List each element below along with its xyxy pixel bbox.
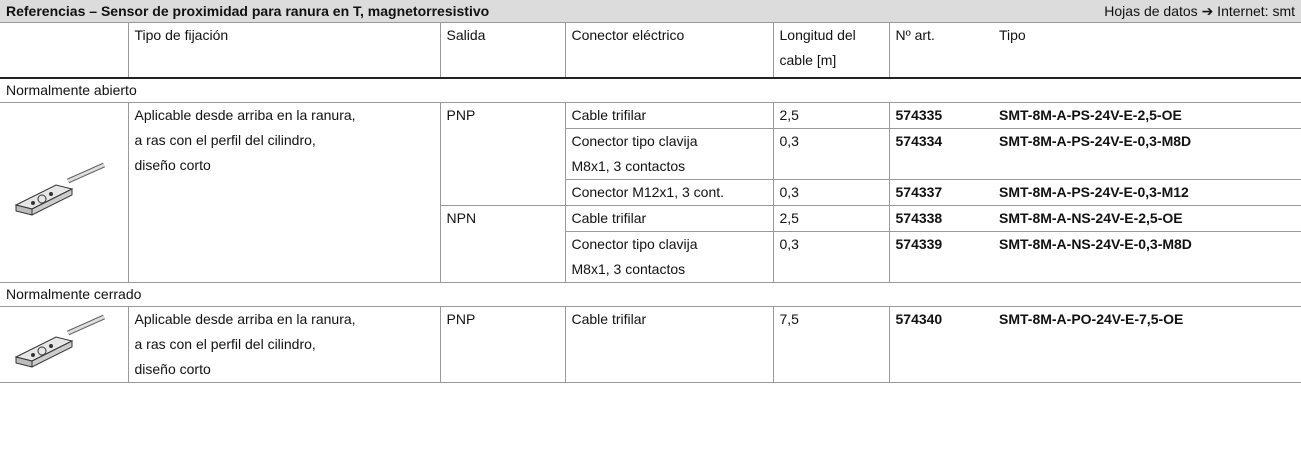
- title-row: Referencias – Sensor de proximidad para …: [0, 0, 1301, 23]
- mounting: Aplicable desde arriba en la ranura, a ra…: [127, 306, 441, 383]
- column-header: Tipo de fijación: [127, 22, 441, 79]
- cable-length: 0,3: [772, 128, 890, 180]
- type-code: SMT-8M-A-PS-24V-E-0,3-M12: [993, 179, 1301, 206]
- type-code: SMT-8M-A-PO-24V-E-7,5-OE: [993, 306, 1301, 383]
- text-line: cable [m]: [779, 52, 837, 68]
- header-row: Tipo de fijación Salida Conector eléctrico…: [0, 22, 1301, 79]
- cable-length: 0,3: [772, 179, 890, 206]
- data-row: Aplicable desde arriba en la ranura, a ra…: [0, 102, 1301, 283]
- output: PNP: [439, 306, 566, 383]
- output: NPN: [439, 205, 566, 283]
- text-line: a ras con el perfil del cilindro,: [134, 132, 316, 148]
- section-row: Normalmente abierto: [0, 77, 1301, 103]
- column-header: Tipo: [993, 22, 1301, 79]
- text-line: M8x1, 3 contactos: [571, 261, 686, 277]
- cable-length: 2,5: [772, 102, 890, 129]
- type-code: SMT-8M-A-PS-24V-E-0,3-M8D: [993, 128, 1301, 180]
- icon-cell: [0, 306, 129, 383]
- type-code: SMT-8M-A-NS-24V-E-2,5-OE: [993, 205, 1301, 232]
- text-line: Aplicable desde arriba en la ranura,: [134, 107, 356, 123]
- text-line: diseño corto: [134, 157, 211, 173]
- mounting: Aplicable desde arriba en la ranura, a ra…: [127, 102, 441, 283]
- connector: Conector tipo clavija M8x1, 3 contactos: [564, 128, 774, 180]
- icon-cell: [0, 102, 129, 283]
- column-header: Salida: [439, 22, 566, 79]
- output: PNP: [439, 102, 566, 206]
- section-row: Normalmente cerrado: [0, 282, 1301, 307]
- text-line: diseño corto: [134, 361, 211, 377]
- part-number: 574339: [888, 231, 993, 283]
- reference-table: Referencias – Sensor de proximidad para …: [0, 0, 1301, 383]
- text-line: Aplicable desde arriba en la ranura,: [134, 311, 356, 327]
- part-number: 574334: [888, 128, 993, 180]
- datasheet-link: Hojas de datos ➔ Internet: smt: [1104, 3, 1295, 19]
- part-number: 574335: [888, 102, 993, 129]
- part-number: 574340: [888, 306, 993, 383]
- cable-length: 7,5: [772, 306, 890, 383]
- cable-length: 0,3: [772, 231, 890, 283]
- cable-length: 2,5: [772, 205, 890, 232]
- data-row: Conector M12x1, 3 cont. 0,3 574337 SMT-8M-A…: [0, 179, 1301, 206]
- column-header: Longitud del cable [m]: [772, 22, 890, 79]
- part-number: 574338: [888, 205, 993, 232]
- data-row: Conector tipo clavija M8x1, 3 contactos 0,…: [0, 128, 1301, 180]
- text-line: Conector tipo clavija: [571, 236, 698, 252]
- text-line: Longitud del: [779, 27, 856, 43]
- section-label: Normalmente cerrado: [0, 282, 1301, 307]
- sensor-icon: [14, 162, 106, 216]
- text-line: a ras con el perfil del cilindro,: [134, 336, 316, 352]
- text-line: Conector tipo clavija: [571, 133, 698, 149]
- header-cell: [0, 22, 129, 79]
- data-row: Conector tipo clavija M8x1, 3 contactos 0,…: [0, 231, 1301, 283]
- text-line: M8x1, 3 contactos: [571, 158, 686, 174]
- connector: Cable trifilar: [564, 306, 774, 383]
- connector: Conector tipo clavija M8x1, 3 contactos: [564, 231, 774, 283]
- type-code: SMT-8M-A-PS-24V-E-2,5-OE: [993, 102, 1301, 129]
- title-cell: Referencias – Sensor de proximidad para …: [0, 0, 1301, 23]
- column-header: Nº art.: [888, 22, 993, 79]
- part-number: 574337: [888, 179, 993, 206]
- data-row: Aplicable desde arriba en la ranura, a ra…: [0, 306, 1301, 383]
- data-row: NPN Cable trifilar 2,5 574338 SMT-8M-A-NS-24…: [0, 205, 1301, 283]
- column-header: Conector eléctrico: [564, 22, 774, 79]
- title: Referencias – Sensor de proximidad para …: [6, 3, 490, 19]
- sensor-icon: [14, 314, 106, 368]
- type-code: SMT-8M-A-NS-24V-E-0,3-M8D: [993, 231, 1301, 283]
- connector: Conector M12x1, 3 cont.: [564, 179, 774, 206]
- connector: Cable trifilar: [564, 102, 774, 129]
- section-label: Normalmente abierto: [0, 77, 1301, 103]
- connector: Cable trifilar: [564, 205, 774, 232]
